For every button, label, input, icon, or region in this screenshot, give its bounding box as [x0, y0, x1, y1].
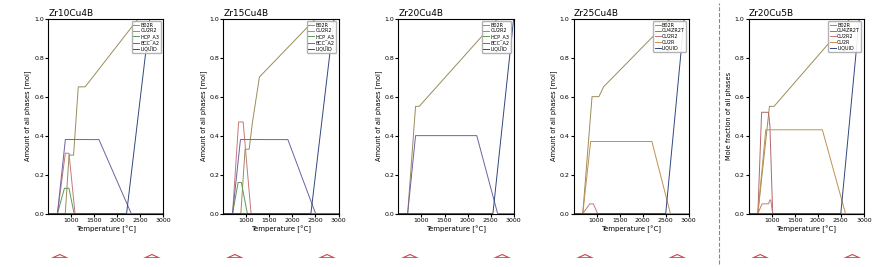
Legend: B02R, CU4ZR2T, CU2R2, CU2R, LIQUID: B02R, CU4ZR2T, CU2R2, CU2R, LIQUID — [829, 21, 861, 52]
Y-axis label: Amount of all phases [mol]: Amount of all phases [mol] — [374, 71, 381, 161]
Legend: B02R, CU2R2, HCP_A3, BCC_A2, LIQUID: B02R, CU2R2, HCP_A3, BCC_A2, LIQUID — [132, 21, 161, 53]
Y-axis label: Amount of all phases [mol]: Amount of all phases [mol] — [25, 71, 32, 161]
Legend: B02R, CU2R2, HCP_A3, BCC_A2, LIQUID: B02R, CU2R2, HCP_A3, BCC_A2, LIQUID — [307, 21, 336, 53]
X-axis label: Temperature [°C]: Temperature [°C] — [251, 226, 311, 233]
Text: Zr15Cu4B: Zr15Cu4B — [224, 9, 268, 18]
X-axis label: Temperature [°C]: Temperature [°C] — [426, 226, 486, 233]
X-axis label: Temperature [°C]: Temperature [°C] — [601, 226, 661, 233]
Legend: B02R, CU4ZR2T, CU2R2, CU2R, LIQUID: B02R, CU4ZR2T, CU2R2, CU2R, LIQUID — [653, 21, 687, 52]
Y-axis label: Amount of all phases [mol]: Amount of all phases [mol] — [200, 71, 206, 161]
X-axis label: Temperature [°C]: Temperature [°C] — [776, 226, 837, 233]
Text: Zr20Cu5B: Zr20Cu5B — [749, 9, 794, 18]
Y-axis label: Amount of all phases [mol]: Amount of all phases [mol] — [550, 71, 557, 161]
Text: Zr10Cu4B: Zr10Cu4B — [48, 9, 93, 18]
Text: Zr25Cu4B: Zr25Cu4B — [574, 9, 618, 18]
Y-axis label: Mole fraction of all phases: Mole fraction of all phases — [726, 72, 731, 160]
Text: Zr20Cu4B: Zr20Cu4B — [398, 9, 444, 18]
X-axis label: Temperature [°C]: Temperature [°C] — [75, 226, 136, 233]
Legend: B02R, CU2R2, HCP_A3, BCC_A2, LIQUID: B02R, CU2R2, HCP_A3, BCC_A2, LIQUID — [482, 21, 511, 53]
